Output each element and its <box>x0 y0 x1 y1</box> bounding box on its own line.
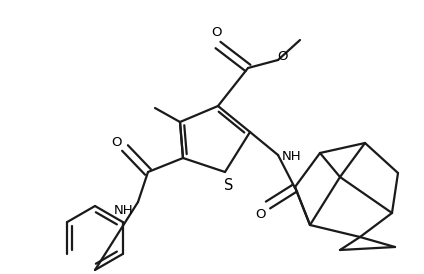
Text: S: S <box>224 178 234 193</box>
Text: NH: NH <box>114 204 134 216</box>
Text: O: O <box>277 50 287 62</box>
Text: O: O <box>112 136 122 149</box>
Text: NH: NH <box>282 150 302 164</box>
Text: O: O <box>255 209 265 221</box>
Text: O: O <box>211 27 221 39</box>
